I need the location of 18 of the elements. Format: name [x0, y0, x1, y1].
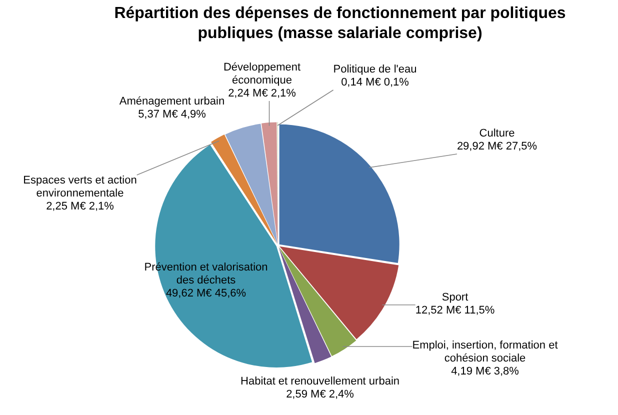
slice-label: Culture — [479, 128, 515, 140]
slice-label: Développement économique — [223, 62, 301, 87]
data-label: 12,52 M€ 11,5% — [415, 304, 495, 317]
data-label: 4,19 M€ 3,8% — [451, 366, 520, 378]
slice-label: Aménagement urbain — [119, 96, 225, 108]
data-label: 5,37 M€ 4,9% — [138, 108, 206, 121]
data-label: 2,59 M€ 2,4% — [286, 388, 354, 401]
slice-label: Espaces verts et action environnementale — [23, 174, 137, 200]
slice-label: Habitat et renouvellement urbain — [240, 376, 400, 388]
slice-label: Politique de l'eau — [333, 64, 417, 76]
slice-label: Emploi, insertion, formation et cohésion sociale — [412, 340, 558, 365]
data-label: 49,62 M€ 45,6% — [166, 288, 246, 300]
slice-label: Sport — [442, 292, 468, 304]
data-label: 2,24 M€ 2,1% — [228, 88, 296, 100]
data-label: 0,14 M€ 0,1% — [341, 76, 410, 89]
chart-title: Répartition des dépenses de fonctionnement par politiques publiques (masse salariale comprise) — [113, 4, 567, 44]
data-label: 29,92 M€ 27,5% — [456, 140, 538, 153]
data-label: 2,25 M€ 2,1% — [46, 200, 114, 213]
